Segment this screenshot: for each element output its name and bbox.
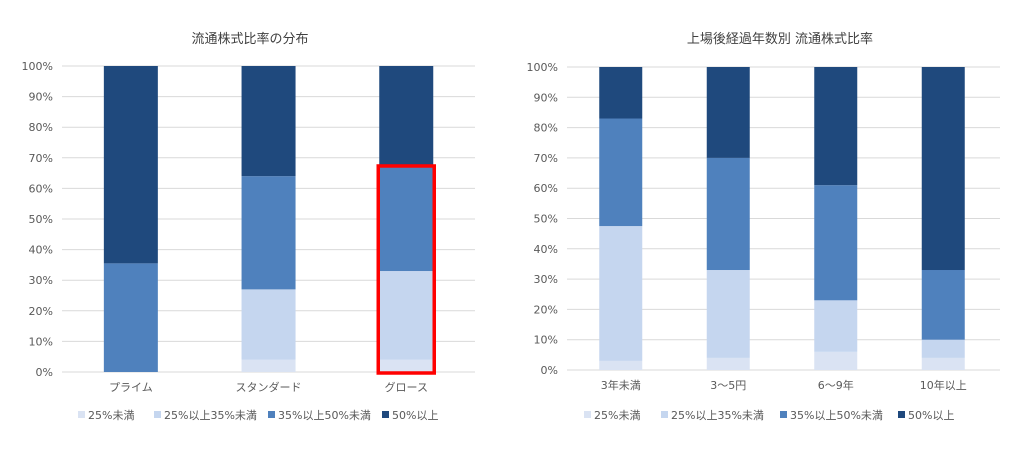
chart-0-legend-label: 25%以上35%未満 (164, 409, 257, 422)
chart-0-category-label: スタンダード (236, 380, 302, 394)
chart-0-bar-segment (241, 176, 296, 290)
chart-1-bar-segment (814, 67, 858, 186)
chart-1-bar-segment (599, 360, 643, 370)
chart-0-bar-segment (103, 66, 158, 264)
chart-1-bar-segment (921, 270, 965, 340)
chart-1-ytick-label: 80% (534, 122, 558, 135)
chart-0-ytick-label: 70% (29, 152, 53, 165)
chart-0-legend-label: 50%以上 (392, 409, 438, 422)
chart-0-ytick-label: 40% (29, 244, 53, 257)
chart-0-ytick-label: 10% (29, 335, 53, 348)
chart-1-bar-segment (706, 157, 750, 271)
chart-1-title: 上場後経過年数別 流通株式比率 (687, 31, 873, 47)
chart-1-ytick-label: 10% (534, 334, 558, 347)
chart-1-category-label: 6～9年 (818, 378, 854, 392)
chart-0-highlight-box (376, 164, 436, 375)
chart-0-bar-segment (241, 66, 296, 177)
chart-1-ytick-label: 0% (541, 364, 558, 377)
chart-1-bar-segment (921, 67, 965, 271)
chart-0-category-label: グロース (385, 380, 428, 394)
chart-0-bar-segment (103, 263, 158, 372)
chart-1-legend-swatch (898, 411, 905, 418)
chart-0-ytick-label: 30% (29, 274, 53, 287)
chart-0-bar-segment (379, 166, 434, 272)
chart-1-legend-label: 35%以上50%未満 (790, 409, 883, 422)
chart-0-legend-label: 25%未満 (88, 409, 134, 422)
chart-0-bar-segment (379, 359, 434, 372)
chart-1-bar-segment (599, 67, 643, 119)
chart-1-legend-label: 25%未満 (594, 409, 640, 422)
chart-1-category-label: 3年未満 (601, 378, 641, 392)
chart-0-category-label: プライム (109, 381, 153, 394)
chart-0-legend-swatch (268, 411, 275, 418)
chart-1-bar-segment (706, 67, 750, 158)
chart-0-legend-label: 35%以上50%未満 (278, 409, 371, 422)
chart-1-bar-segment (706, 357, 750, 370)
chart-1-ytick-label: 20% (534, 303, 558, 316)
chart-1-legend-label: 25%以上35%未満 (671, 409, 764, 422)
chart-1-bar-segment (814, 351, 858, 370)
chart-0-ytick-label: 90% (29, 91, 53, 104)
chart-1-bar-segment (814, 300, 858, 352)
chart-1-ytick-label: 40% (534, 243, 558, 256)
chart-0-ytick-label: 100% (22, 60, 53, 73)
chart-1-ytick-label: 50% (534, 213, 558, 226)
chart-1-ytick-label: 100% (527, 61, 558, 74)
chart-1-legend-swatch (661, 411, 668, 418)
chart-1-category-label: 10年以上 (920, 378, 967, 392)
chart-1-bar-segment (921, 339, 965, 358)
chart-0-ytick-label: 20% (29, 305, 53, 318)
chart-0-bar-segment (379, 66, 434, 167)
chart-0-bar-segment (241, 289, 296, 360)
chart-1-category-label: 3～5円 (710, 379, 746, 392)
chart-0-ytick-label: 0% (36, 366, 53, 379)
chart-0-ytick-label: 60% (29, 182, 53, 195)
chart-0-ytick-label: 80% (29, 121, 53, 134)
chart-0-legend-swatch (78, 411, 85, 418)
chart-0-bar-segment (241, 359, 296, 372)
chart-1-legend-swatch (780, 411, 787, 418)
chart-1-bar-segment (599, 118, 643, 227)
chart-1-bar-segment (599, 226, 643, 361)
chart-1-ytick-label: 60% (534, 182, 558, 195)
chart-1-ytick-label: 90% (534, 91, 558, 104)
chart-1-legend-label: 50%以上 (908, 409, 954, 422)
chart-1-bar-segment (706, 270, 750, 358)
chart-0-title: 流通株式比率の分布 (191, 31, 308, 47)
chart-1-bar-segment (921, 357, 965, 370)
chart-0-legend-swatch (382, 411, 389, 418)
chart-0-ytick-label: 50% (29, 213, 53, 226)
chart-1-ytick-label: 30% (534, 273, 558, 286)
chart-1-ytick-label: 70% (534, 152, 558, 165)
chart-1-legend-swatch (584, 411, 591, 418)
chart-1-bar-segment (814, 185, 858, 301)
chart-0-bar-segment (379, 271, 434, 360)
chart-0-legend-swatch (154, 411, 161, 418)
